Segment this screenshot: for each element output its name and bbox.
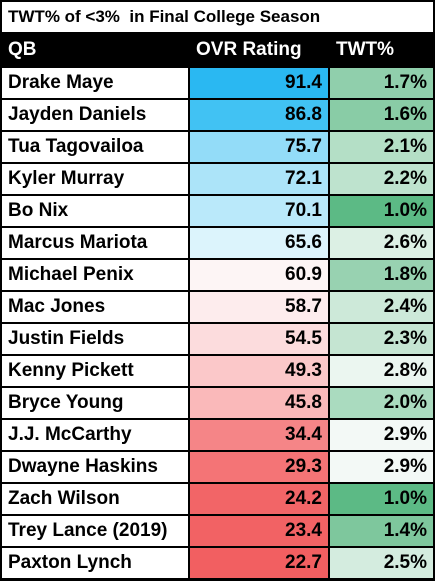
twt-percent-cell: 1.7% — [330, 68, 433, 98]
header-ovr-rating: OVR Rating — [190, 34, 328, 66]
ovr-rating-cell: 54.5 — [190, 324, 328, 354]
twt-percent-cell: 2.6% — [330, 228, 433, 258]
qb-name-cell: Zach Wilson — [2, 484, 188, 514]
ovr-rating-cell: 29.3 — [190, 452, 328, 482]
qb-name-cell: Kyler Murray — [2, 164, 188, 194]
ovr-rating-cell: 91.4 — [190, 68, 328, 98]
table-title: TWT% of <3% in Final College Season — [2, 2, 433, 32]
header-twt-percent: TWT% — [330, 34, 433, 66]
qb-name-cell: Dwayne Haskins — [2, 452, 188, 482]
twt-percent-cell: 1.0% — [330, 484, 433, 514]
twt-percent-cell: 1.6% — [330, 100, 433, 130]
qb-name-cell: Drake Maye — [2, 68, 188, 98]
qb-name-cell: Justin Fields — [2, 324, 188, 354]
ovr-rating-cell: 72.1 — [190, 164, 328, 194]
twt-percent-cell: 2.9% — [330, 420, 433, 450]
qb-name-cell: Paxton Lynch — [2, 548, 188, 578]
twt-percent-cell: 2.3% — [330, 324, 433, 354]
qb-name-cell: Tua Tagovailoa — [2, 132, 188, 162]
qb-name-cell: Bo Nix — [2, 196, 188, 226]
qb-name-cell: Jayden Daniels — [2, 100, 188, 130]
ovr-rating-cell: 23.4 — [190, 516, 328, 546]
qb-name-cell: Michael Penix — [2, 260, 188, 290]
qb-name-cell: Trey Lance (2019) — [2, 516, 188, 546]
twt-percent-cell: 2.1% — [330, 132, 433, 162]
twt-percent-cell: 1.4% — [330, 516, 433, 546]
twt-percent-cell: 1.8% — [330, 260, 433, 290]
twt-percent-cell: 2.9% — [330, 452, 433, 482]
ovr-rating-cell: 34.4 — [190, 420, 328, 450]
ovr-rating-cell: 24.2 — [190, 484, 328, 514]
qb-name-cell: J.J. McCarthy — [2, 420, 188, 450]
ovr-rating-cell: 45.8 — [190, 388, 328, 418]
ovr-rating-cell: 60.9 — [190, 260, 328, 290]
qb-name-cell: Bryce Young — [2, 388, 188, 418]
ovr-rating-cell: 58.7 — [190, 292, 328, 322]
twt-percent-cell: 1.0% — [330, 196, 433, 226]
twt-percent-cell: 2.5% — [330, 548, 433, 578]
twt-percent-cell: 2.8% — [330, 356, 433, 386]
ovr-rating-cell: 49.3 — [190, 356, 328, 386]
ovr-rating-cell: 75.7 — [190, 132, 328, 162]
ovr-rating-cell: 86.8 — [190, 100, 328, 130]
ovr-rating-cell: 70.1 — [190, 196, 328, 226]
twt-percent-cell: 2.2% — [330, 164, 433, 194]
qb-name-cell: Marcus Mariota — [2, 228, 188, 258]
ovr-rating-cell: 22.7 — [190, 548, 328, 578]
qb-name-cell: Kenny Pickett — [2, 356, 188, 386]
ovr-rating-cell: 65.6 — [190, 228, 328, 258]
header-qb: QB — [2, 34, 188, 66]
twt-percent-cell: 2.0% — [330, 388, 433, 418]
qb-name-cell: Mac Jones — [2, 292, 188, 322]
twt-percent-cell: 2.4% — [330, 292, 433, 322]
